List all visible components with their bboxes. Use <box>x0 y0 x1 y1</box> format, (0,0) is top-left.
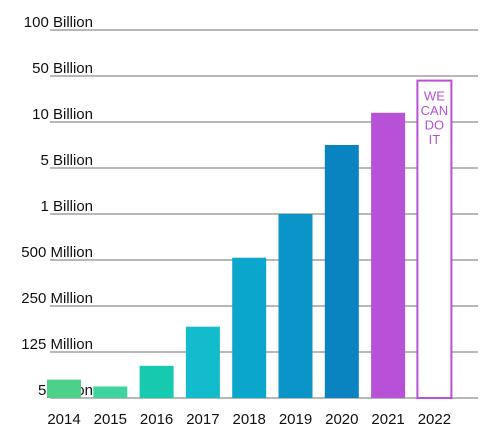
bar-2020 <box>324 145 359 398</box>
x-tick-label: 2014 <box>47 411 80 428</box>
goal-annotation-text: DO <box>425 118 445 133</box>
x-tick-label: 2020 <box>325 411 358 428</box>
bar-2015 <box>93 386 128 398</box>
bar-2021 <box>371 112 406 399</box>
x-tick-label: 2015 <box>94 411 127 428</box>
x-tick-label: 2018 <box>233 411 266 428</box>
x-tick-labels: 2014 2015 2016 2017 2018 2019 2020 2021 2022 <box>47 411 451 428</box>
goal-annotation-text: CAN <box>421 103 448 118</box>
x-tick-label: 2022 <box>418 411 451 428</box>
bar-2016 <box>139 365 174 398</box>
bar-2018 <box>232 257 267 398</box>
y-tick-label: 10 Billion <box>32 106 93 123</box>
x-tick-label: 2016 <box>140 411 173 428</box>
x-tick-label: 2019 <box>279 411 312 428</box>
gridlines <box>50 29 478 399</box>
bar-2014 <box>47 379 81 398</box>
y-tick-label: 5 Billion <box>40 152 93 169</box>
goal-annotation-text: IT <box>429 132 441 147</box>
y-tick-label: 100 Billion <box>24 14 93 31</box>
bar-2017 <box>185 326 220 398</box>
y-tick-label: 500 Million <box>21 244 93 261</box>
goal-bar-2022 <box>416 79 453 399</box>
goal-annotation-text: WE <box>424 89 445 104</box>
y-tick-label: 125 Million <box>21 336 93 353</box>
y-tick-label: 1 Billion <box>40 198 93 215</box>
bars <box>47 112 406 399</box>
x-tick-label: 2021 <box>371 411 404 428</box>
bar-2019 <box>278 214 313 398</box>
x-tick-label: 2017 <box>186 411 219 428</box>
y-tick-label: 250 Million <box>21 290 93 307</box>
y-tick-label: 50 Billion <box>32 60 93 77</box>
